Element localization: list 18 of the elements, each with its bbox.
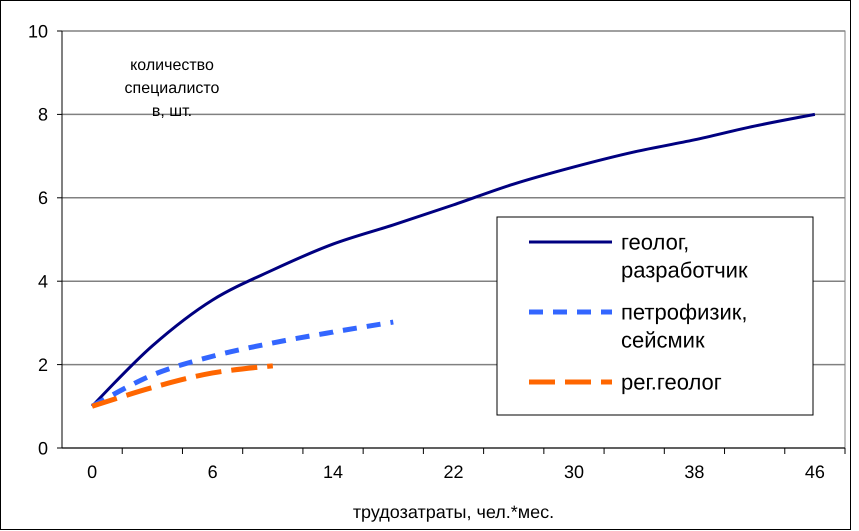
- y-tick-label: 0: [38, 438, 48, 458]
- x-tick-label: 6: [208, 462, 218, 482]
- y-tick-label: 4: [38, 272, 48, 292]
- x-tick-label: 46: [804, 462, 825, 482]
- x-tick-label: 30: [564, 462, 584, 482]
- x-tick-label: 38: [684, 462, 704, 482]
- x-tick-label: 14: [323, 462, 344, 482]
- legend-label: рег.геолог: [621, 370, 722, 395]
- x-axis-title: трудозатраты, чел.*мес.: [352, 502, 554, 522]
- x-tick-label: 0: [87, 462, 98, 482]
- legend-label: геолог, разработчик: [621, 230, 748, 283]
- y-axis-title: количество специалистов, шт.: [124, 57, 220, 120]
- y-tick-label: 8: [38, 104, 48, 125]
- y-tick-label: 10: [28, 21, 48, 42]
- legend-label: петрофизик, сейсмик: [621, 300, 748, 353]
- y-tick-label: 6: [38, 188, 48, 208]
- y-tick-label: 2: [38, 354, 48, 375]
- x-tick-label: 22: [443, 462, 464, 482]
